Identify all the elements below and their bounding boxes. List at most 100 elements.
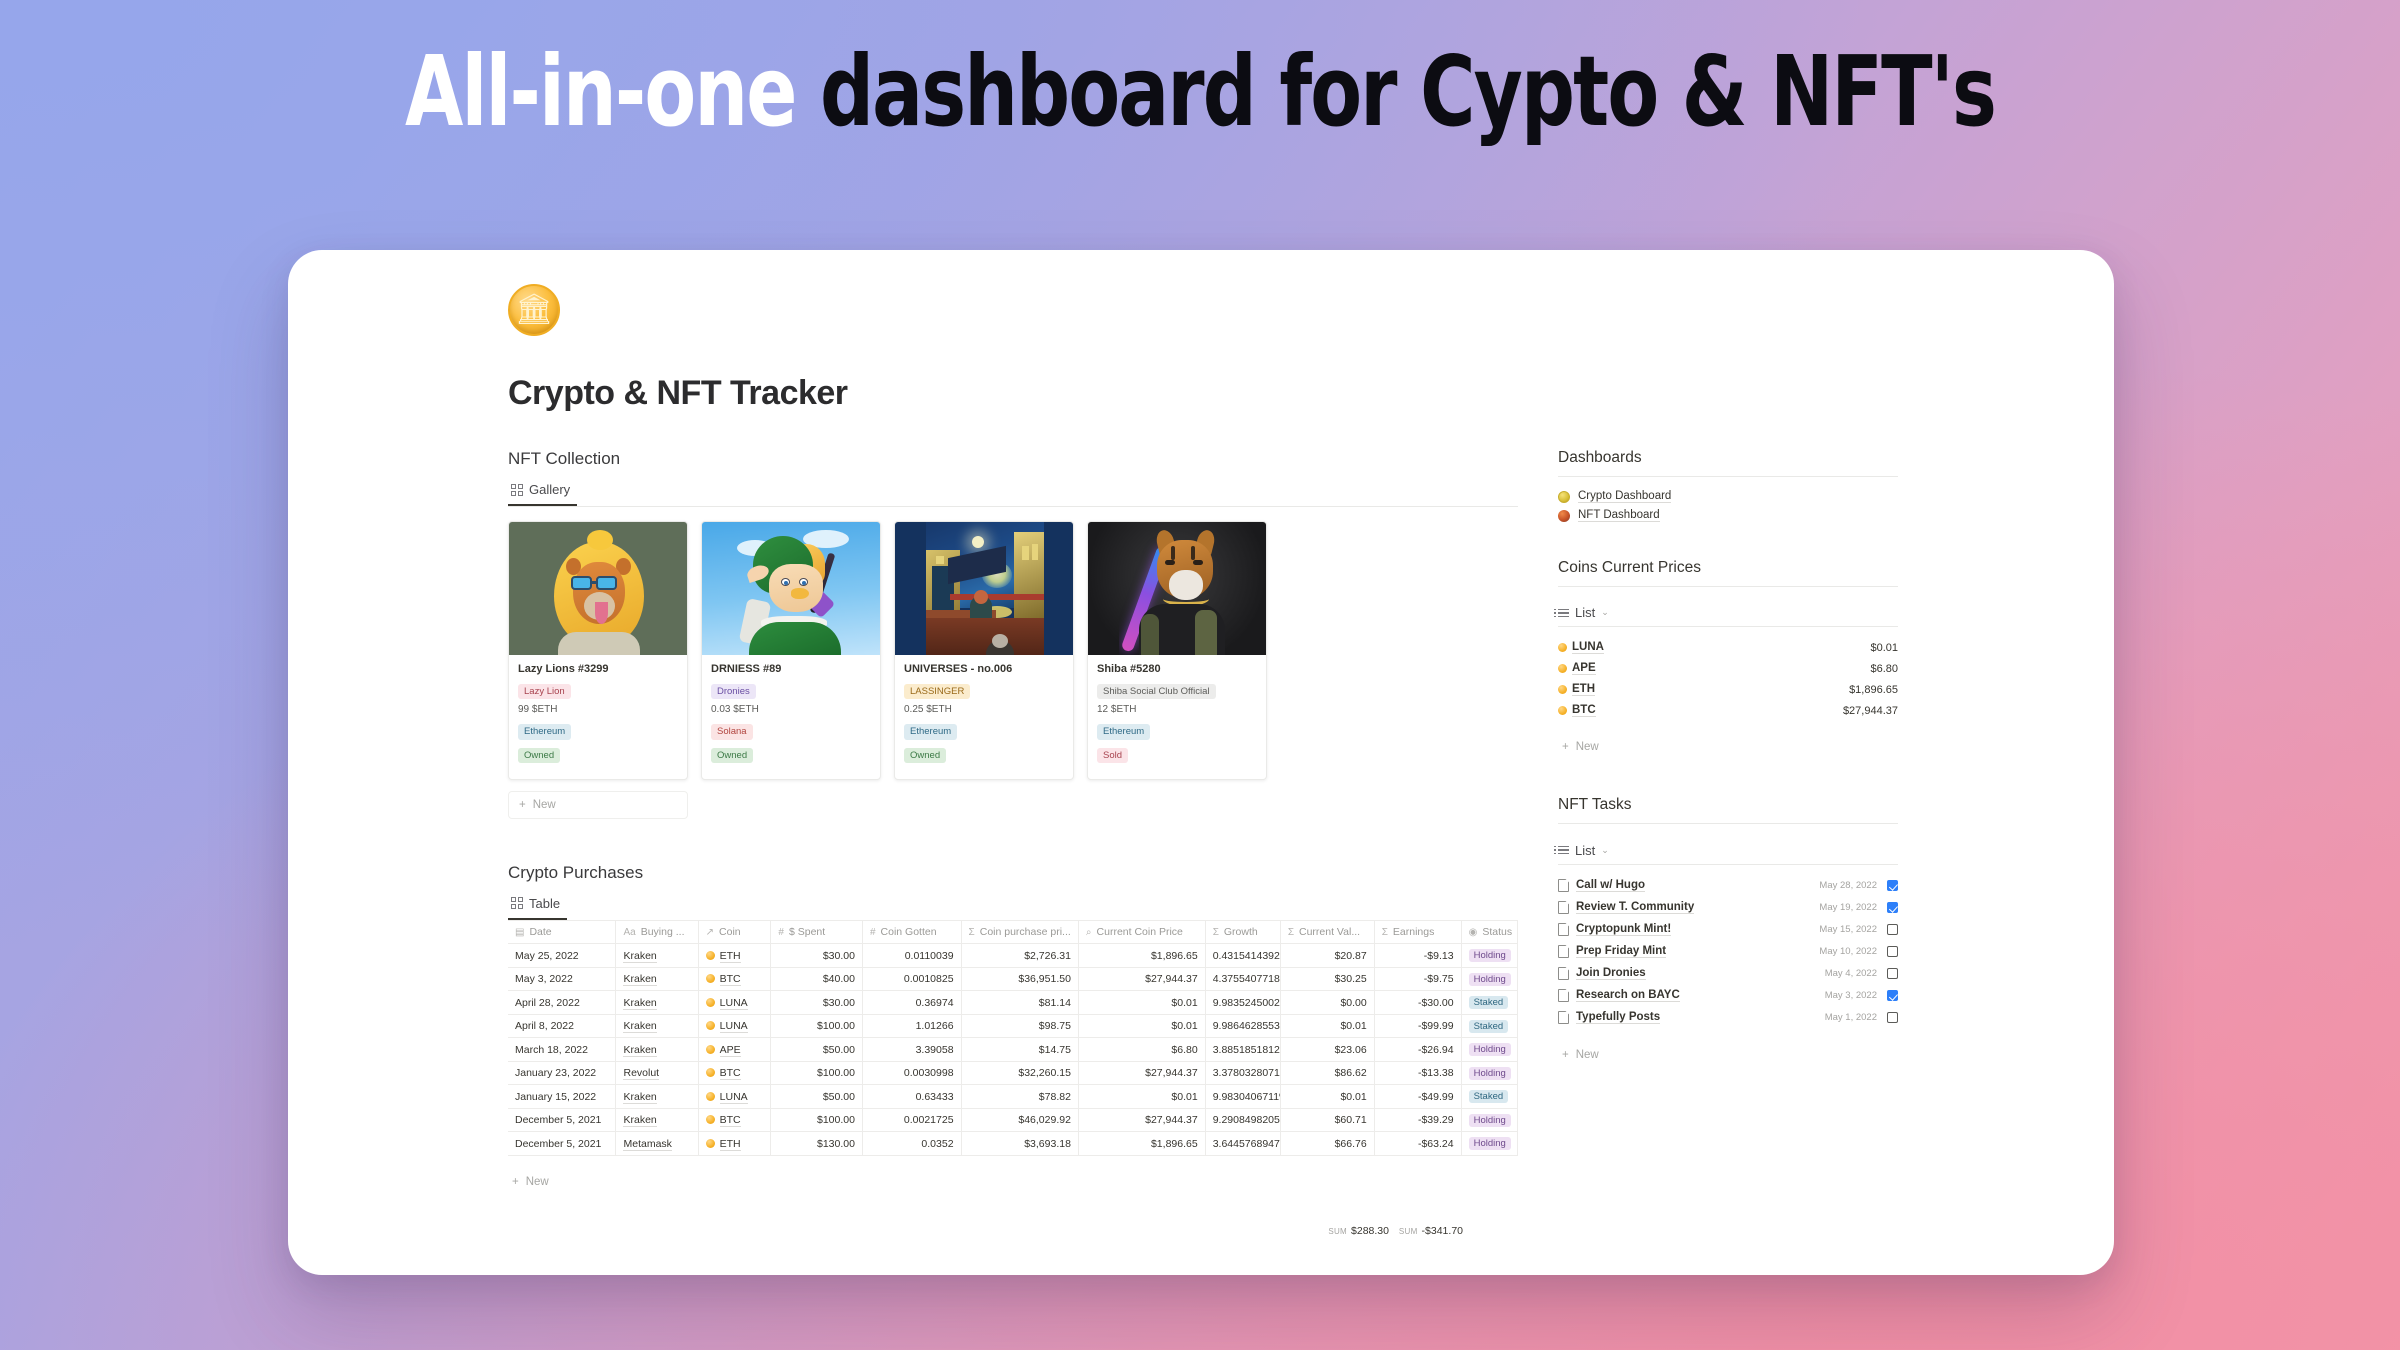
add-new-nft-button[interactable]: + New	[508, 790, 688, 819]
nft-artwork-shiba	[1088, 522, 1266, 655]
tab-table[interactable]: Table	[508, 893, 568, 920]
sidebar-link-crypto-dashboard[interactable]: Crypto Dashboard	[1558, 487, 1898, 506]
add-new-purchase-button[interactable]: + New	[508, 1167, 1518, 1197]
chevron-down-icon[interactable]: ⌄	[1601, 607, 1609, 618]
table-row[interactable]: January 23, 2022 Revolut BTC $100.00 0.00309…	[508, 1061, 1519, 1086]
nft-card[interactable]: Shiba #5280 Shiba Social Club Official 1…	[1087, 521, 1267, 780]
bank-coin-icon[interactable]: 🏛	[508, 284, 560, 336]
nft-price: 0.25 $ETH	[904, 704, 952, 716]
nft-task-list: Call w/ Hugo May 28, 2022 Review T. Commun…	[1558, 875, 1898, 1029]
number-hash-icon: #	[869, 926, 876, 938]
col-status[interactable]: ◉ Status	[1461, 919, 1519, 945]
list-item[interactable]: Research on BAYC May 3, 2022	[1558, 985, 1898, 1007]
cell-status[interactable]: Holding	[1461, 1131, 1519, 1156]
cell-coin[interactable]: LUNA	[698, 1084, 772, 1109]
list-item[interactable]: Typefully Posts May 1, 2022	[1558, 1007, 1898, 1029]
cell-platform[interactable]: Kraken	[615, 1037, 699, 1062]
nft-card[interactable]: DRNIESS #89 Dronies 0.03 $ETH Solana Own…	[701, 521, 881, 780]
cell-coin[interactable]: BTC	[698, 1061, 772, 1086]
cell-platform[interactable]: Kraken	[615, 943, 699, 968]
add-new-purchase-label: New	[525, 1175, 549, 1188]
col-coin-purchase-price[interactable]: Σ Coin purchase pri...	[961, 919, 1079, 945]
cell-coin[interactable]: LUNA	[698, 1014, 772, 1039]
table-row[interactable]: December 5, 2021 Metamask ETH $130.00 0.0352…	[508, 1131, 1519, 1156]
cell-status[interactable]: Staked	[1461, 990, 1519, 1015]
col-coin-gotten[interactable]: # Coin Gotten	[862, 919, 962, 945]
col-growth[interactable]: Σ Growth	[1205, 919, 1281, 945]
cell-platform[interactable]: Kraken	[615, 990, 699, 1015]
cell-date: January 23, 2022	[508, 1061, 617, 1086]
cell-current-price: $1,896.65	[1078, 1131, 1206, 1156]
table-row[interactable]: December 5, 2021 Kraken BTC $100.00 0.002172…	[508, 1108, 1519, 1133]
list-item[interactable]: APE $6.80	[1558, 658, 1898, 679]
list-item[interactable]: Call w/ Hugo May 28, 2022	[1558, 875, 1898, 897]
table-row[interactable]: March 18, 2022 Kraken APE $50.00 3.39058 $14.…	[508, 1037, 1519, 1062]
nft-collection-view-tabs: Gallery	[508, 479, 1518, 506]
cell-platform[interactable]: Metamask	[615, 1131, 699, 1156]
table-row[interactable]: May 3, 2022 Kraken BTC $40.00 0.0010825 $36,9…	[508, 967, 1519, 992]
cell-status[interactable]: Holding	[1461, 1061, 1519, 1086]
cell-status[interactable]: Holding	[1461, 1037, 1519, 1062]
list-item[interactable]: Join Dronies May 4, 2022	[1558, 963, 1898, 985]
cell-platform[interactable]: Kraken	[615, 1108, 699, 1133]
headline-white-part: All-in-one	[404, 36, 797, 149]
list-item[interactable]: BTC $27,944.37	[1558, 700, 1898, 721]
task-checkbox[interactable]	[1887, 902, 1898, 913]
cell-coin-gotten: 1.01266	[862, 1014, 962, 1039]
cell-coin[interactable]: BTC	[698, 967, 772, 992]
col-current-coin-price[interactable]: ⌕ Current Coin Price	[1078, 919, 1206, 945]
divider	[1558, 823, 1898, 825]
list-item[interactable]: Review T. Community May 19, 2022	[1558, 897, 1898, 919]
cell-status[interactable]: Holding	[1461, 1108, 1519, 1133]
cell-platform[interactable]: Revolut	[615, 1061, 699, 1086]
tab-gallery[interactable]: Gallery	[508, 479, 578, 506]
add-new-coin-button[interactable]: + New	[1558, 732, 1898, 762]
list-item[interactable]: ETH $1,896.65	[1558, 679, 1898, 700]
task-checkbox[interactable]	[1887, 1012, 1898, 1023]
select-circle-icon: ◉	[1468, 926, 1478, 938]
cell-platform[interactable]: Kraken	[615, 967, 699, 992]
document-icon	[1558, 923, 1569, 936]
task-checkbox[interactable]	[1887, 924, 1898, 935]
tab-list-coins[interactable]: List ⌄	[1554, 605, 1609, 626]
col-current-value[interactable]: Σ Current Val...	[1280, 919, 1375, 945]
cell-platform[interactable]: Kraken	[615, 1014, 699, 1039]
task-checkbox[interactable]	[1887, 990, 1898, 1001]
cell-status[interactable]: Staked	[1461, 1084, 1519, 1109]
coin-price-list: LUNA $0.01 APE $6.80 ETH $1,896.65 BTC $27,944.…	[1558, 637, 1898, 721]
cell-coin[interactable]: ETH	[698, 1131, 772, 1156]
table-row[interactable]: May 25, 2022 Kraken ETH $30.00 0.0110039 $2,7…	[508, 943, 1519, 968]
cell-coin[interactable]: ETH	[698, 943, 772, 968]
table-row[interactable]: January 15, 2022 Kraken LUNA $50.00 0.63433 $…	[508, 1084, 1519, 1109]
nft-card[interactable]: Lazy Lions #3299 Lazy Lion 99 $ETH Ether…	[508, 521, 688, 780]
nft-card[interactable]: UNIVERSES - no.006 LASSINGER 0.25 $ETH E…	[894, 521, 1074, 780]
tab-list-tasks[interactable]: List ⌄	[1554, 843, 1609, 864]
cell-status[interactable]: Holding	[1461, 943, 1519, 968]
col-coin[interactable]: ↗ Coin	[698, 919, 772, 945]
chevron-down-icon[interactable]: ⌄	[1601, 844, 1609, 855]
task-checkbox[interactable]	[1887, 946, 1898, 957]
cell-status[interactable]: Holding	[1461, 967, 1519, 992]
summary-earnings-label: SUM	[1398, 1226, 1418, 1236]
cell-status[interactable]: Staked	[1461, 1014, 1519, 1039]
cell-coin[interactable]: APE	[698, 1037, 772, 1062]
sidebar-link-nft-dashboard[interactable]: NFT Dashboard	[1558, 506, 1898, 525]
col-date[interactable]: ▤ Date	[508, 919, 617, 945]
task-checkbox[interactable]	[1887, 880, 1898, 891]
table-row[interactable]: April 8, 2022 Kraken LUNA $100.00 1.01266 $98…	[508, 1014, 1519, 1039]
list-item[interactable]: Prep Friday Mint May 10, 2022	[1558, 941, 1898, 963]
coin-icon	[705, 1138, 715, 1148]
col-spent[interactable]: # $ Spent	[770, 919, 863, 945]
col-buying-platform[interactable]: Aa Buying ...	[615, 919, 699, 945]
cell-coin[interactable]: LUNA	[698, 990, 772, 1015]
add-new-task-button[interactable]: + New	[1558, 1040, 1898, 1070]
table-row[interactable]: April 28, 2022 Kraken LUNA $30.00 0.36974 $81…	[508, 990, 1519, 1015]
cell-platform[interactable]: Kraken	[615, 1084, 699, 1109]
coin-name: ETH	[1572, 683, 1595, 697]
list-item[interactable]: Cryptopunk Mint! May 15, 2022	[1558, 919, 1898, 941]
list-item[interactable]: LUNA $0.01	[1558, 637, 1898, 658]
col-earnings[interactable]: Σ Earnings	[1374, 919, 1462, 945]
task-checkbox[interactable]	[1887, 968, 1898, 979]
cell-coin[interactable]: BTC	[698, 1108, 772, 1133]
coin-icon	[705, 1021, 715, 1031]
